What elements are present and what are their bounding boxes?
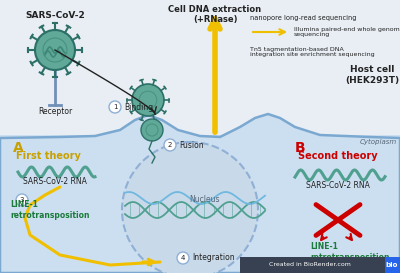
Text: 2: 2: [168, 142, 172, 148]
Text: SARS-CoV-2: SARS-CoV-2: [25, 10, 85, 19]
Text: 1: 1: [113, 104, 117, 110]
Text: Illumina paired-end whole genomic
sequencing: Illumina paired-end whole genomic sequen…: [294, 26, 400, 37]
Text: Second theory: Second theory: [298, 151, 378, 161]
Circle shape: [132, 84, 164, 116]
Circle shape: [122, 142, 258, 273]
Text: 4: 4: [181, 255, 185, 261]
Text: Cell DNA extraction
(+RNase): Cell DNA extraction (+RNase): [168, 5, 262, 24]
Text: LINE-1
retrotransposition: LINE-1 retrotransposition: [10, 200, 90, 220]
Text: bio: bio: [386, 262, 398, 268]
Bar: [0, 0, 400, 140]
FancyBboxPatch shape: [240, 257, 385, 273]
Circle shape: [177, 252, 189, 264]
Text: Nucleus: Nucleus: [190, 195, 220, 204]
Text: Receptor: Receptor: [38, 108, 72, 117]
Text: A: A: [13, 141, 23, 155]
Text: LINE-1
retrotransposition: LINE-1 retrotransposition: [310, 242, 390, 262]
Text: B: B: [295, 141, 305, 155]
Text: Cytoplasm: Cytoplasm: [359, 139, 397, 145]
Text: SARS-CoV-2 RNA: SARS-CoV-2 RNA: [306, 180, 370, 189]
Circle shape: [109, 101, 121, 113]
Text: Host cell
(HEK293T): Host cell (HEK293T): [345, 65, 399, 85]
Circle shape: [139, 91, 157, 109]
Circle shape: [141, 119, 163, 141]
Text: Binding: Binding: [124, 102, 153, 111]
Text: Fusion: Fusion: [179, 141, 204, 150]
Bar: [0, 135, 400, 273]
Text: First theory: First theory: [16, 151, 80, 161]
Circle shape: [43, 38, 67, 62]
Polygon shape: [0, 114, 400, 273]
Text: Tn5 tagmentation-based DNA
integration site enrichment sequencing: Tn5 tagmentation-based DNA integration s…: [250, 47, 375, 57]
Circle shape: [164, 139, 176, 151]
Text: Integration: Integration: [192, 254, 235, 263]
FancyBboxPatch shape: [385, 257, 400, 273]
Circle shape: [16, 194, 28, 206]
Circle shape: [35, 30, 75, 70]
Text: Created in BioRender.com: Created in BioRender.com: [269, 263, 351, 268]
Text: nanopore long-read sequencing: nanopore long-read sequencing: [250, 15, 356, 21]
Circle shape: [146, 124, 158, 136]
Text: 3: 3: [20, 197, 24, 203]
Text: SARS-CoV-2 RNA: SARS-CoV-2 RNA: [23, 177, 87, 186]
